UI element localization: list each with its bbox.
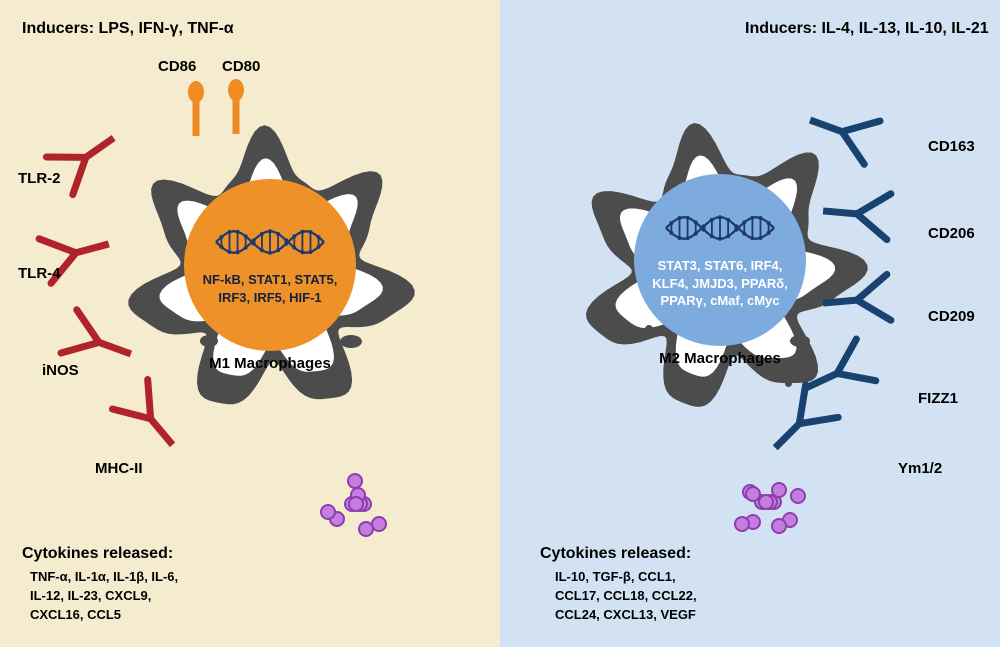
organelle — [340, 335, 362, 348]
receptor-label-tlr-2: TLR-2 — [18, 170, 61, 187]
receptor-label-fizz1: FIZZ1 — [918, 390, 958, 407]
cytokine-line: TNF-α, IL-1α, IL-1β, IL-6, — [30, 568, 178, 587]
m2-nucleus: STAT3, STAT6, IRF4,KLF4, JMJD3, PPARδ,PP… — [634, 174, 806, 346]
receptor-label-cd163: CD163 — [928, 138, 975, 155]
receptor-cd209 — [820, 263, 895, 332]
dna-icon — [215, 224, 325, 265]
transcription-factor-text: KLF4, JMJD3, PPARδ, — [652, 275, 788, 293]
cytokine-line: CCL17, CCL18, CCL22, — [555, 587, 697, 606]
transcription-factor-text: STAT3, STAT6, IRF4, — [658, 257, 783, 275]
vesicle-icon — [320, 504, 336, 520]
m2-cytokines-list: IL-10, TGF-β, CCL1,CCL17, CCL18, CCL22,C… — [555, 568, 697, 625]
organelle — [675, 380, 684, 389]
cd-marker-cd80 — [225, 78, 247, 139]
m2-inducers-label: Inducers: IL-4, IL-13, IL-10, IL-21 — [745, 20, 989, 38]
cd-marker-label-cd80: CD80 — [222, 58, 260, 75]
vesicle-icon — [734, 516, 750, 532]
receptor-cd206 — [821, 177, 896, 246]
organelle — [200, 335, 218, 347]
m2-cytokines-title: Cytokines released: — [540, 545, 691, 563]
receptor-label-mhc-ii: MHC-II — [95, 460, 143, 477]
receptor-label-cd209: CD209 — [928, 308, 975, 325]
receptor-label-cd206: CD206 — [928, 225, 975, 242]
cytokine-line: CCL24, CXCL13, VEGF — [555, 606, 697, 625]
cytokine-line: IL-12, IL-23, CXCL9, — [30, 587, 178, 606]
cd-marker-cd86 — [185, 80, 207, 141]
cytokine-line: CXCL16, CCL5 — [30, 606, 178, 625]
m1-cytokines-list: TNF-α, IL-1α, IL-1β, IL-6,IL-12, IL-23, … — [30, 568, 178, 625]
receptor-label-inos: iNOS — [42, 362, 79, 379]
organelle — [790, 335, 810, 347]
m1-cell-label: M1 Macrophages — [180, 355, 360, 372]
dna-icon — [665, 210, 775, 251]
vesicle-icon — [758, 494, 774, 510]
receptor-label-tlr-4: TLR-4 — [18, 265, 61, 282]
m1-inducers-label: Inducers: LPS, IFN-γ, TNF-α — [22, 20, 234, 38]
m1-nucleus: NF-kB, STAT1, STAT5,IRF3, IRF5, HIF-1 — [184, 179, 356, 351]
vesicle-icon — [358, 521, 374, 537]
cd-marker-label-cd86: CD86 — [158, 58, 196, 75]
receptor-label-ym1/2: Ym1/2 — [898, 460, 942, 477]
transcription-factor-text: PPARγ, cMaf, cMyc — [661, 292, 780, 310]
transcription-factor-text: NF-kB, STAT1, STAT5, — [203, 271, 338, 289]
organelle — [305, 385, 315, 395]
cytokine-line: IL-10, TGF-β, CCL1, — [555, 568, 697, 587]
m2-cell-label: M2 Macrophages — [630, 350, 810, 367]
vesicle-icon — [771, 518, 787, 534]
transcription-factor-text: IRF3, IRF5, HIF-1 — [218, 289, 321, 307]
organelle — [230, 395, 238, 403]
m1-cytokines-title: Cytokines released: — [22, 545, 173, 563]
vesicle-icon — [348, 496, 364, 512]
organelle — [645, 325, 653, 333]
